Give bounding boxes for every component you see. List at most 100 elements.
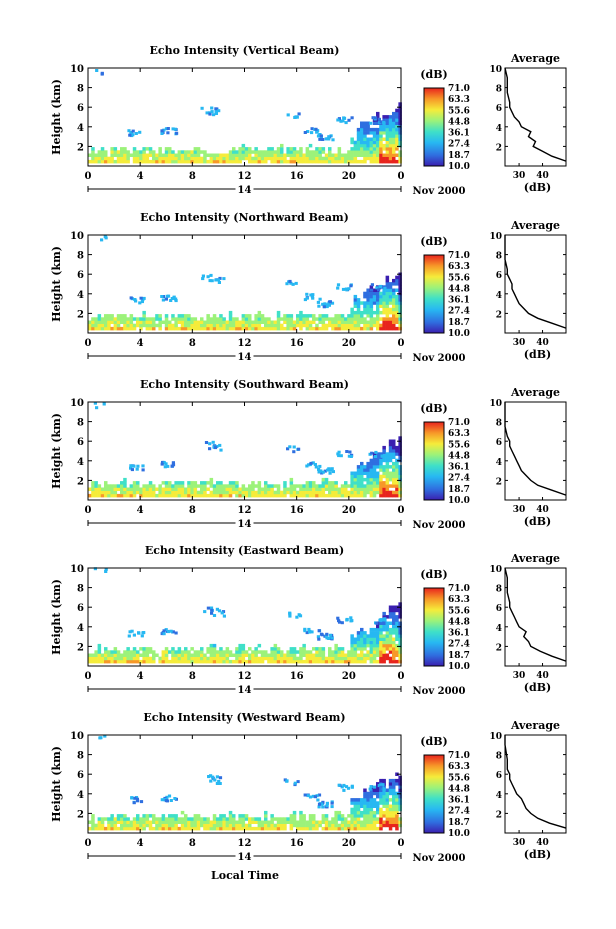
y-tick-label: 2 xyxy=(77,476,84,487)
profile-x-label: (dB) xyxy=(524,681,551,694)
y-tick-label: 6 xyxy=(77,103,84,114)
colorbar-tick-label: 36.1 xyxy=(448,796,470,806)
profile-frame xyxy=(504,401,567,501)
y-tick-label: 4 xyxy=(77,123,84,134)
date-label: Nov 2000 xyxy=(413,186,466,197)
y-axis-label: Height (km) xyxy=(50,246,63,322)
profile-x-tick-label: 30 xyxy=(513,338,526,348)
profile-y-tick-label: 8 xyxy=(496,85,502,95)
x-tick-label: 16 xyxy=(290,838,304,849)
profile-x-label: (dB) xyxy=(524,515,551,528)
colorbar-unit: (dB) xyxy=(420,68,447,81)
y-tick-label: 6 xyxy=(77,770,84,781)
y-tick-label: 10 xyxy=(70,64,84,75)
profile-frame xyxy=(504,567,567,667)
profile-x-tick-label: 30 xyxy=(513,671,526,681)
colorbar-tick-label: 71.0 xyxy=(448,251,470,261)
profile-y-tick-label: 10 xyxy=(489,399,502,409)
profile-title: Average xyxy=(510,52,560,65)
x-tick-label: 8 xyxy=(189,171,196,182)
profile-x-tick-label: 30 xyxy=(513,171,526,181)
x-tick-label: 4 xyxy=(137,338,144,349)
profile-line xyxy=(504,402,567,496)
profile-x-label: (dB) xyxy=(524,848,551,861)
chart-panel-2: Echo Intensity (Southward Beam) 2 4 6 8 10 Hei… xyxy=(50,378,567,531)
date-label: Nov 2000 xyxy=(413,853,466,864)
colorbar-tick-label: 10.0 xyxy=(448,329,470,339)
colorbar-tick-label: 55.6 xyxy=(448,440,470,450)
y-tick-label: 8 xyxy=(77,251,84,262)
profile-y-tick-label: 4 xyxy=(496,124,502,134)
x-tick-label: 0 xyxy=(398,671,405,682)
profile-y-tick-label: 10 xyxy=(489,65,502,75)
profile-x-tick-label: 40 xyxy=(536,671,549,681)
x-tick-label: 0 xyxy=(398,505,405,516)
profile-title: Average xyxy=(510,386,560,399)
x-tick-label: 12 xyxy=(238,671,252,682)
profile-y-tick-label: 10 xyxy=(489,565,502,575)
x-tick-label: 16 xyxy=(290,671,304,682)
y-axis-label: Height (km) xyxy=(50,413,63,489)
date-label: Nov 2000 xyxy=(413,520,466,531)
y-tick-label: 6 xyxy=(77,603,84,614)
profile-title: Average xyxy=(510,719,560,732)
x-tick-label: 0 xyxy=(398,338,405,349)
colorbar-tick-label: 71.0 xyxy=(448,584,470,594)
x-tick-label: 20 xyxy=(342,838,356,849)
day-label: 14 xyxy=(238,685,252,696)
colorbar-tick-label: 44.8 xyxy=(448,617,470,627)
y-tick-label: 10 xyxy=(70,398,84,409)
profile-x-label: (dB) xyxy=(524,348,551,361)
profile-y-tick-label: 4 xyxy=(496,624,502,634)
colorbar-tick-label: 63.3 xyxy=(448,762,470,772)
y-axis-label: Height (km) xyxy=(50,79,63,155)
x-tick-label: 8 xyxy=(189,338,196,349)
profile-line xyxy=(504,735,567,829)
chart-title: Echo Intensity (Southward Beam) xyxy=(140,378,349,391)
chart-title: Echo Intensity (Vertical Beam) xyxy=(149,44,339,57)
y-tick-label: 4 xyxy=(77,457,84,468)
profile-frame xyxy=(504,734,567,834)
profile-y-tick-label: 10 xyxy=(489,232,502,242)
colorbar-tick-label: 36.1 xyxy=(448,296,470,306)
colorbar-tick-label: 44.8 xyxy=(448,117,470,127)
x-tick-label: 12 xyxy=(238,505,252,516)
colorbar-tick-label: 10.0 xyxy=(448,162,470,172)
profile-y-tick-label: 2 xyxy=(496,143,502,153)
profile-y-tick-label: 4 xyxy=(496,458,502,468)
date-label: Nov 2000 xyxy=(413,353,466,364)
colorbar-tick-label: 55.6 xyxy=(448,106,470,116)
colorbar-tick-label: 44.8 xyxy=(448,784,470,794)
profile-x-tick-label: 40 xyxy=(536,505,549,515)
profile-title: Average xyxy=(510,219,560,232)
colorbar-tick-label: 63.3 xyxy=(448,262,470,272)
colorbar-tick-label: 36.1 xyxy=(448,129,470,139)
day-label: 14 xyxy=(238,852,252,863)
chart-title: Echo Intensity (Eastward Beam) xyxy=(145,544,344,557)
y-tick-label: 2 xyxy=(77,642,84,653)
y-tick-label: 2 xyxy=(77,309,84,320)
colorbar-tick-label: 18.7 xyxy=(448,651,470,661)
chart-title: Echo Intensity (Westward Beam) xyxy=(143,711,345,724)
x-tick-label: 16 xyxy=(290,171,304,182)
y-tick-label: 8 xyxy=(77,751,84,762)
profile-y-tick-label: 2 xyxy=(496,810,502,820)
y-tick-label: 6 xyxy=(77,270,84,281)
chart-panel-1: Echo Intensity (Northward Beam) 2 4 6 8 10 Hei… xyxy=(50,211,567,364)
colorbar-unit: (dB) xyxy=(420,235,447,248)
x-tick-label: 20 xyxy=(342,505,356,516)
colorbar-tick-label: 55.6 xyxy=(448,273,470,283)
y-tick-label: 10 xyxy=(70,564,84,575)
x-tick-label: 20 xyxy=(342,171,356,182)
x-tick-label: 0 xyxy=(85,171,92,182)
profile-x-tick-label: 30 xyxy=(513,838,526,848)
profile-y-tick-label: 8 xyxy=(496,585,502,595)
x-axis-label: Local Time xyxy=(211,869,279,882)
colorbar xyxy=(423,587,445,667)
chart-panel-3: Echo Intensity (Eastward Beam) 2 4 6 8 10 Heig… xyxy=(50,544,567,697)
x-tick-label: 4 xyxy=(137,838,144,849)
profile-y-tick-label: 6 xyxy=(496,438,502,448)
x-tick-label: 8 xyxy=(189,505,196,516)
profile-y-tick-label: 2 xyxy=(496,310,502,320)
